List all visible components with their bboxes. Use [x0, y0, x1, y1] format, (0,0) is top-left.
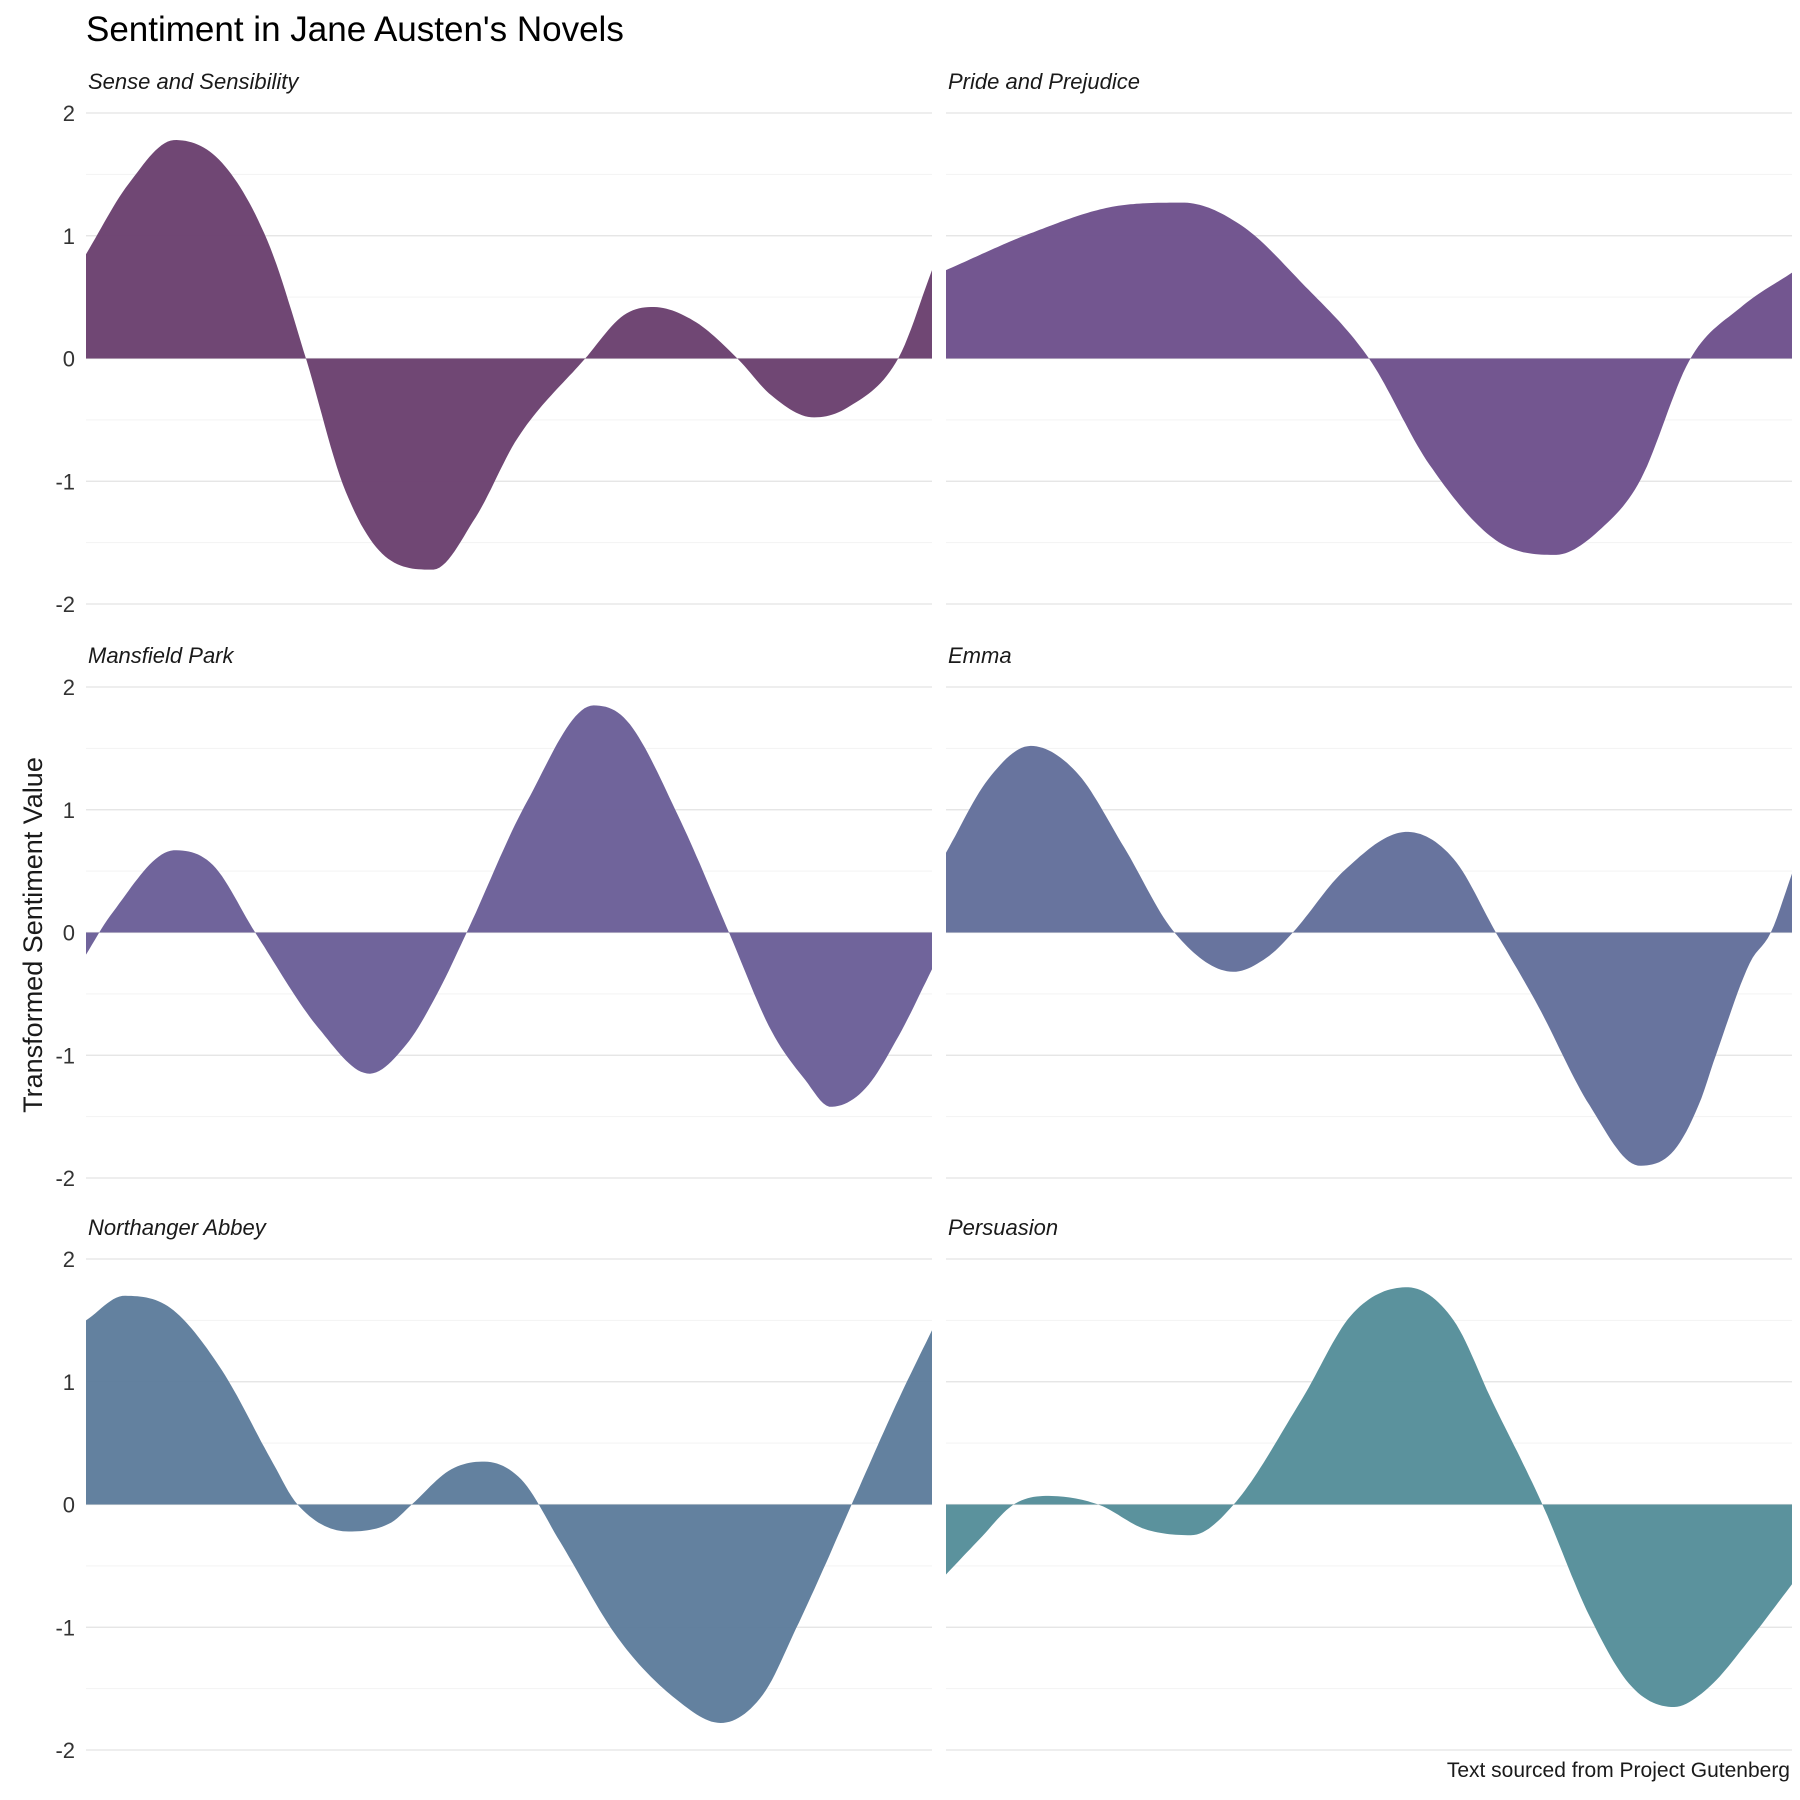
- panel-emma: Emma: [946, 643, 1792, 1179]
- y-tick-label: -2: [55, 1738, 75, 1763]
- y-tick-label: -1: [55, 469, 75, 494]
- y-tick-label: 0: [63, 921, 75, 946]
- sentiment-area-northanger-abbey: [86, 1295, 932, 1723]
- y-tick-label: -2: [55, 592, 75, 617]
- facet-label-emma: Emma: [948, 643, 1012, 668]
- y-tick-label: -1: [55, 1615, 75, 1640]
- panel-pride-and-prejudice: Pride and Prejudice: [946, 69, 1792, 605]
- y-tick-label: 1: [63, 798, 75, 823]
- sentiment-area-emma: [946, 745, 1792, 1166]
- y-tick-label: 2: [63, 101, 75, 126]
- y-tick-label: 2: [63, 1247, 75, 1272]
- facet-label-northanger-abbey: Northanger Abbey: [88, 1215, 268, 1240]
- panel-northanger-abbey: Northanger Abbey 2 1 0 -1 -2: [55, 1215, 932, 1763]
- y-axis-label: Transformed Sentiment Value: [18, 757, 48, 1113]
- sentiment-area-pride-and-prejudice: [946, 202, 1792, 555]
- y-tick-label: 1: [63, 224, 75, 249]
- sentiment-area-sense-and-sensibility: [86, 140, 932, 570]
- facet-label-persuasion: Persuasion: [948, 1215, 1058, 1240]
- chart-caption: Text sourced from Project Gutenberg: [1447, 1759, 1790, 1782]
- panel-sense-and-sensibility: Sense and Sensibility 2 1 0 -1 -2: [55, 69, 932, 617]
- y-tick-label: 0: [63, 1493, 75, 1518]
- facet-panels: Sense and Sensibility 2 1 0 -1 -2 Pride and Pr…: [55, 69, 1792, 1763]
- chart-title: Sentiment in Jane Austen's Novels: [86, 10, 624, 49]
- panel-persuasion: Persuasion: [946, 1215, 1792, 1751]
- sentiment-area-mansfield-park: [86, 705, 932, 1107]
- panel-mansfield-park: Mansfield Park 2 1 0 -1 -2: [55, 643, 932, 1191]
- y-tick-label: -1: [55, 1043, 75, 1068]
- y-tick-label: -2: [55, 1166, 75, 1191]
- sentiment-area-persuasion: [946, 1287, 1792, 1707]
- y-tick-label: 2: [63, 675, 75, 700]
- facet-label-mansfield-park: Mansfield Park: [88, 643, 235, 668]
- y-tick-label: 1: [63, 1370, 75, 1395]
- facet-label-sense-and-sensibility: Sense and Sensibility: [88, 69, 300, 94]
- y-tick-label: 0: [63, 347, 75, 372]
- facet-label-pride-and-prejudice: Pride and Prejudice: [948, 69, 1140, 94]
